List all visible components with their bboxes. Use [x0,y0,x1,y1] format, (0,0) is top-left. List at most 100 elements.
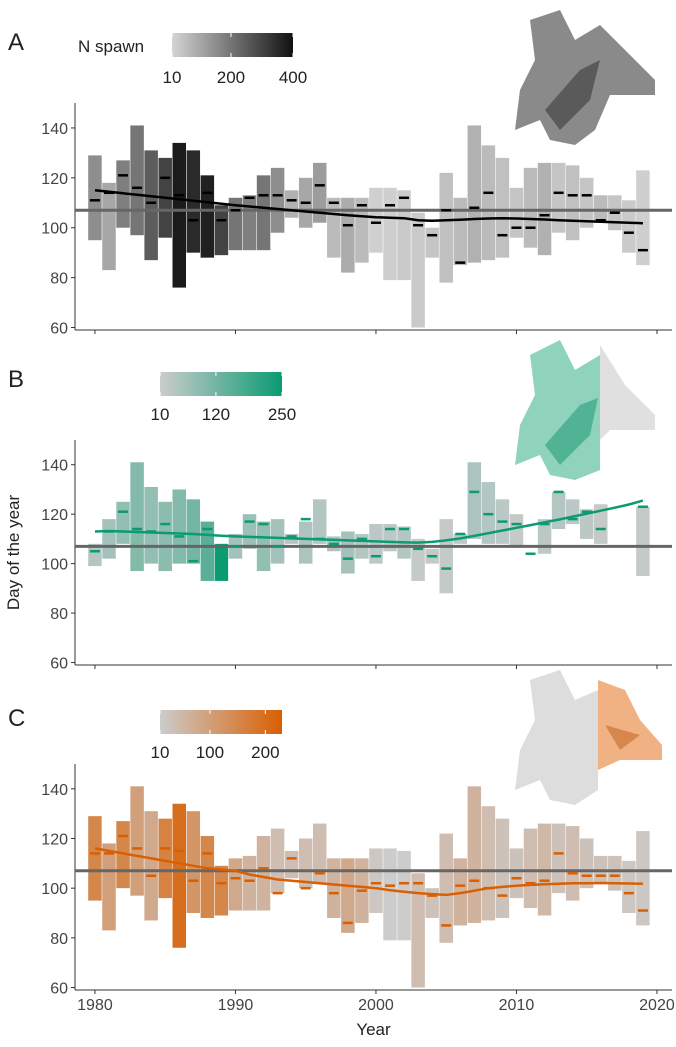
range-bar [579,838,594,889]
range-bar [579,509,594,539]
colorbar-label: 100 [196,743,224,762]
range-bar [158,501,172,572]
range-bar [270,519,285,564]
range-bar [242,514,257,549]
x-tick-label: 2010 [499,997,535,1014]
range-bar [439,172,453,283]
colorbar [172,33,293,57]
y-tick-label: 100 [41,557,68,574]
colorbar [160,372,282,396]
range-bar [594,504,608,544]
range-bar [88,155,102,241]
range-bar [523,828,538,909]
y-axis-title: Day of the year [4,495,23,611]
colorbar-label: 200 [217,68,245,87]
range-bar [284,190,299,218]
range-bar [467,786,482,923]
range-bar [242,195,257,251]
x-tick-label: 2000 [358,997,394,1014]
range-bar [397,850,411,941]
range-bar [88,543,102,567]
y-tick-label: 120 [41,832,68,849]
colorbar-label: 250 [268,405,296,424]
range-bar [214,205,229,256]
colorbar-label: 10 [163,68,182,87]
range-bar [467,125,482,263]
map-inset-c [515,670,662,805]
range-bar [256,175,271,251]
range-bar [200,175,215,258]
range-bar [579,177,594,228]
y-tick-label: 80 [50,606,68,623]
range-bar [102,843,116,931]
range-bar [509,187,524,238]
range-bar [158,818,172,899]
colorbar-label: 10 [151,743,170,762]
range-bar [509,514,524,547]
y-tick-label: 80 [50,931,68,948]
x-tick-label: 1980 [77,997,113,1014]
range-bar [144,150,158,261]
range-bar [284,850,299,879]
range-bar [186,499,201,564]
range-bar [341,858,355,933]
range-bar [130,125,144,236]
range-bar [88,816,102,901]
range-bar [327,197,341,258]
range-bar [298,521,313,564]
range-bar [200,836,215,918]
y-tick-label: 80 [50,271,68,288]
range-bar [509,848,524,899]
y-tick-label: 140 [41,121,68,138]
range-bar [608,855,622,891]
range-bar [102,182,116,271]
range-bar [313,823,327,884]
trend-line [94,189,643,225]
range-bar [383,848,397,941]
range-bar [636,170,650,266]
range-bar [144,811,158,921]
range-bar [383,524,397,552]
range-bar [116,501,130,544]
range-bar [214,865,229,916]
range-bar [313,162,327,223]
range-bar [425,227,439,258]
panel-label: B [8,366,24,393]
range-bar [481,806,496,921]
y-tick-label: 60 [50,321,68,338]
range-bar [411,873,425,988]
panel-label: A [8,29,24,56]
y-tick-label: 140 [41,782,68,799]
range-bar [565,165,580,241]
range-bar [228,858,243,911]
range-bar [622,200,636,253]
range-bar [256,836,271,911]
trend-line [94,847,643,897]
range-bar [439,833,453,943]
range-bar [214,543,229,581]
y-tick-label: 100 [41,221,68,238]
x-tick-label: 1990 [218,997,254,1014]
range-bar [172,142,186,288]
range-bar [130,462,144,572]
range-bar [565,826,580,901]
range-bar [102,519,116,559]
colorbar [160,710,282,734]
range-bar [467,462,482,539]
range-bar [369,848,383,914]
colorbar-label: 120 [202,405,230,424]
range-bar [397,190,411,281]
range-bar [551,491,566,530]
range-bar [172,803,186,948]
range-bar [383,187,397,281]
range-bar [242,855,257,911]
range-bar [622,860,636,914]
range-bar [439,519,453,594]
range-bar [523,167,538,248]
y-tick-label: 120 [41,507,68,524]
range-bar [411,212,425,328]
range-bar [551,162,566,233]
map-inset-b [515,340,655,480]
y-tick-label: 60 [50,656,68,673]
